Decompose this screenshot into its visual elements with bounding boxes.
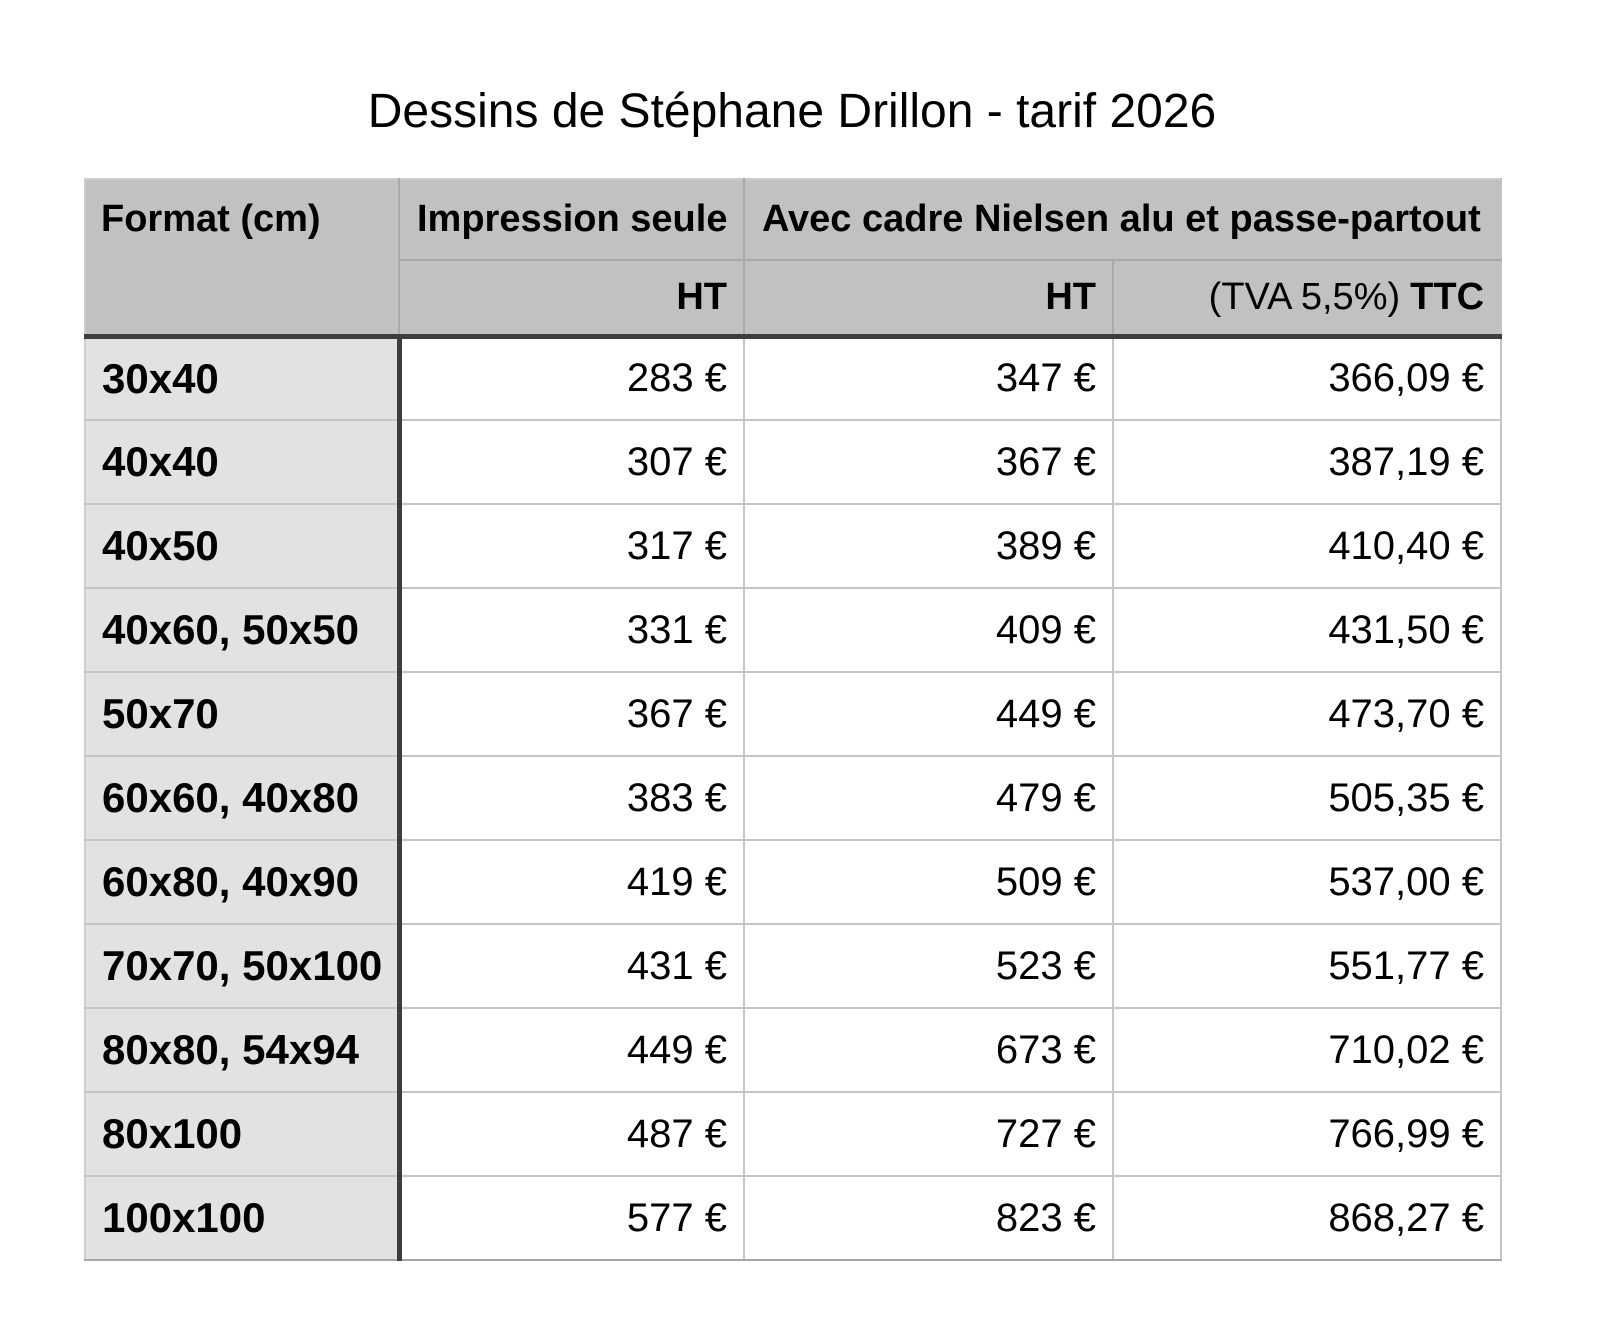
cadre-ht-cell: 409 € xyxy=(743,587,1114,673)
format-cell: 40x60, 50x50 xyxy=(84,587,402,673)
cadre-ttc-cell: 366,09 € xyxy=(1111,335,1503,421)
impression-ht-cell: 449 € xyxy=(398,1007,745,1093)
header-row-main: Format (cm) Impression seule Avec cadre … xyxy=(84,178,1503,339)
cadre-ttc-cell: 505,35 € xyxy=(1111,755,1503,841)
impression-ht-cell: 577 € xyxy=(398,1175,745,1261)
cadre-ht-cell: 509 € xyxy=(743,839,1114,925)
cadre-ttc-cell: 387,19 € xyxy=(1111,419,1503,505)
impression-ht-cell: 307 € xyxy=(398,419,745,505)
format-cell: 50x70 xyxy=(84,671,402,757)
pricing-table-body: 30x40 283 €347 €366,09 €40x40 307 €367 €38… xyxy=(84,335,1503,1261)
cadre-ht-cell: 479 € xyxy=(743,755,1114,841)
format-cell: 60x80, 40x90 xyxy=(84,839,402,925)
cadre-ttc-cell: 766,99 € xyxy=(1111,1091,1503,1177)
cadre-ttc-cell: 410,40 € xyxy=(1111,503,1503,589)
ttc-label: TTC xyxy=(1410,275,1485,318)
cadre-ht-cell: 389 € xyxy=(743,503,1114,589)
cadre-ttc-cell: 473,70 € xyxy=(1111,671,1503,757)
cadre-ht-cell: 673 € xyxy=(743,1007,1114,1093)
table-row: 60x80, 40x90 419 €509 €537,00 € xyxy=(84,839,1503,925)
subheader-impression-ht: HT xyxy=(398,259,745,339)
format-cell: 30x40 xyxy=(84,335,402,421)
cadre-ttc-cell: 551,77 € xyxy=(1111,923,1503,1009)
cadre-ttc-cell: 537,00 € xyxy=(1111,839,1503,925)
cadre-ht-cell: 727 € xyxy=(743,1091,1114,1177)
table-row: 100x100 577 €823 €868,27 € xyxy=(84,1175,1503,1261)
cadre-ht-cell: 449 € xyxy=(743,671,1114,757)
impression-ht-cell: 431 € xyxy=(398,923,745,1009)
impression-ht-cell: 419 € xyxy=(398,839,745,925)
cadre-ttc-cell: 431,50 € xyxy=(1111,587,1503,673)
impression-ht-cell: 487 € xyxy=(398,1091,745,1177)
page-title: Dessins de Stéphane Drillon - tarif 2026 xyxy=(367,85,1217,138)
format-cell: 40x40 xyxy=(84,419,402,505)
table-row: 60x60, 40x80 383 €479 €505,35 € xyxy=(84,755,1503,841)
cadre-ht-cell: 347 € xyxy=(743,335,1114,421)
table-row: 80x80, 54x94 449 €673 €710,02 € xyxy=(84,1007,1503,1093)
table-row: 50x70 367 €449 €473,70 € xyxy=(84,671,1503,757)
format-cell: 80x80, 54x94 xyxy=(84,1007,402,1093)
pricing-table-header: Format (cm) Impression seule Avec cadre … xyxy=(84,178,1503,339)
table-row: 40x50 317 €389 €410,40 € xyxy=(84,503,1503,589)
table-row: 70x70, 50x100 431 €523 €551,77 € xyxy=(84,923,1503,1009)
pricing-table: Format (cm) Impression seule Avec cadre … xyxy=(84,178,1503,1261)
format-cell: 60x60, 40x80 xyxy=(84,755,402,841)
impression-ht-cell: 331 € xyxy=(398,587,745,673)
subheader-cadre-ht: HT xyxy=(743,259,1114,339)
column-header-format-label: Format (cm) xyxy=(101,198,321,240)
format-cell: 40x50 xyxy=(84,503,402,589)
subheader-cadre-ttc: (TVA 5,5%) TTC xyxy=(1111,259,1503,339)
header-row-sub: HT HT (TVA 5,5%) TTC xyxy=(85,259,1503,339)
tva-rate-label: (TVA 5,5%) xyxy=(1208,275,1401,318)
table-row: 40x40 307 €367 €387,19 € xyxy=(84,419,1503,505)
table-row: 80x100 487 €727 €766,99 € xyxy=(84,1091,1503,1177)
format-cell: 70x70, 50x100 xyxy=(84,923,402,1009)
format-cell: 80x100 xyxy=(84,1091,402,1177)
impression-ht-cell: 367 € xyxy=(398,671,745,757)
column-header-avec-cadre: Avec cadre Nielsen alu et passe-partout xyxy=(742,178,1503,261)
impression-ht-cell: 283 € xyxy=(398,335,745,421)
impression-ht-cell: 383 € xyxy=(398,755,745,841)
table-row: 40x60, 50x50 331 €409 €431,50 € xyxy=(84,587,1503,673)
impression-ht-cell: 317 € xyxy=(398,503,745,589)
column-header-impression-seule: Impression seule xyxy=(398,178,745,261)
column-header-format: Format (cm) xyxy=(84,178,400,339)
cadre-ht-cell: 367 € xyxy=(743,419,1114,505)
table-row: 30x40 283 €347 €366,09 € xyxy=(84,335,1503,421)
cadre-ht-cell: 823 € xyxy=(743,1175,1114,1261)
cadre-ttc-cell: 868,27 € xyxy=(1111,1175,1503,1261)
cadre-ttc-cell: 710,02 € xyxy=(1111,1007,1503,1093)
format-cell: 100x100 xyxy=(84,1175,402,1261)
cadre-ht-cell: 523 € xyxy=(743,923,1114,1009)
